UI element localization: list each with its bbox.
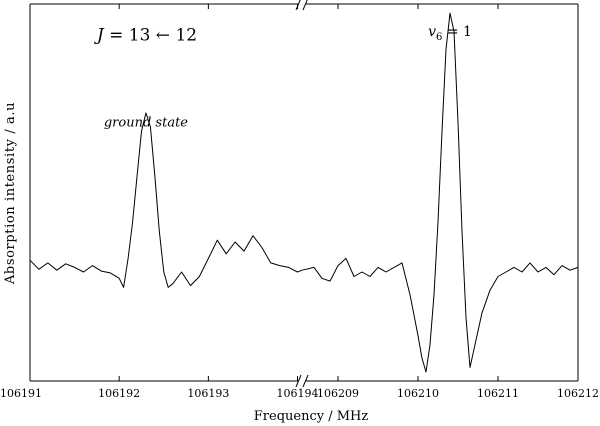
annotation-transition: J = 13 ← 12: [94, 25, 197, 45]
plot-frame: [29, 3, 579, 382]
x-axis-label: Frequency / MHz: [254, 409, 369, 424]
x-tick-label: 106209: [317, 387, 359, 400]
x-tick-label: 106193: [187, 387, 229, 400]
break-mark-top-b: [302, 0, 308, 11]
break-mark-bottom-b: [302, 374, 309, 388]
axis-break-marks: [295, 0, 309, 388]
break-mark-bottom-a: [295, 374, 302, 388]
spectrum-trace-1: [29, 112, 303, 288]
x-tick-label: 106212: [557, 387, 599, 400]
break-mark-top-a: [295, 0, 301, 11]
series-group: [29, 12, 579, 373]
annotation-ground-state: ground state: [104, 116, 188, 131]
x-tick-label: 106210: [397, 387, 439, 400]
annotation-v6: v6 = 1: [428, 24, 472, 43]
x-tick-label: 106192: [98, 387, 140, 400]
spectrum-trace-2: [301, 12, 579, 373]
x-tick-label: 106211: [477, 387, 519, 400]
annotations: J = 13 ← 12 ground state v6 = 1: [94, 24, 472, 131]
x-tick-label: 106194: [277, 387, 319, 400]
x-tick-label: 106191: [0, 387, 42, 400]
y-axis-label: Absorption intensity / a.u: [3, 102, 18, 285]
